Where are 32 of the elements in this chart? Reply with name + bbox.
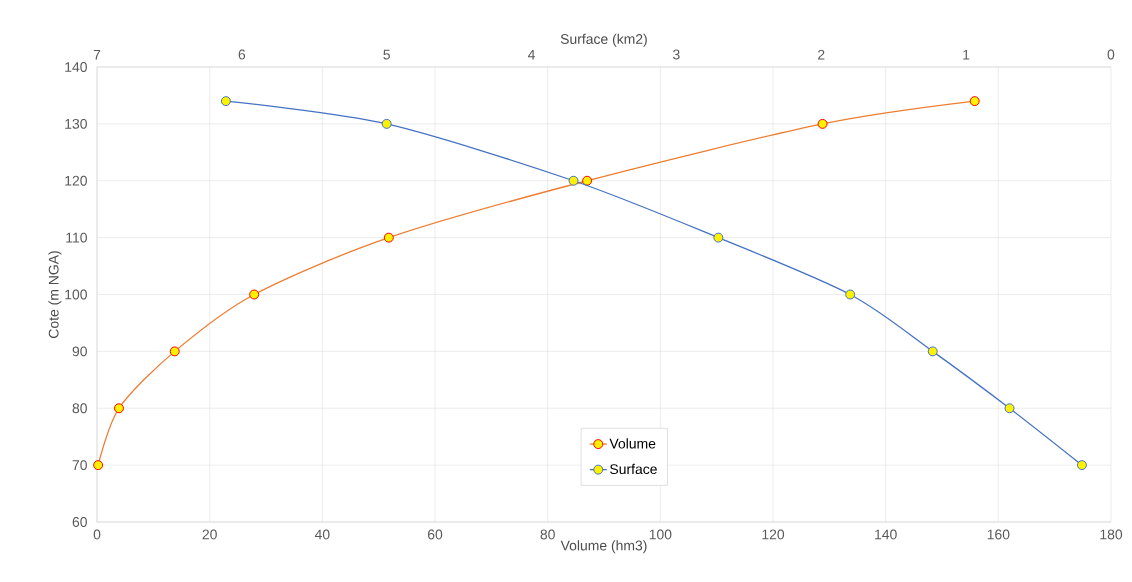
x-tick-label: 20 — [202, 529, 217, 540]
x-tick-label: 140 — [875, 529, 897, 540]
y-tick-label: 80 — [72, 403, 87, 414]
y-tick-label: 100 — [65, 289, 87, 300]
x2-axis-title: Surface (km2) — [560, 33, 647, 47]
x-tick-label: 60 — [427, 529, 443, 540]
y-tick-label: 90 — [72, 346, 87, 357]
y-tick-label: 110 — [66, 232, 87, 243]
x-tick-label: 80 — [540, 529, 555, 540]
legend-label: Volume — [609, 438, 656, 449]
x2-tick-label: 3 — [673, 49, 680, 60]
x-tick-label: 100 — [649, 529, 672, 540]
y-axis-title: Cote (m NGA) — [48, 251, 62, 338]
x-tick-label: 180 — [1100, 529, 1123, 540]
x-axis-title: Volume (hm3) — [560, 540, 647, 554]
x2-tick-label: 7 — [93, 49, 101, 60]
y-tick-label: 120 — [65, 175, 87, 186]
x-tick-label: 40 — [314, 529, 330, 540]
legend-label: Surface — [610, 463, 657, 475]
x2-tick-label: 6 — [238, 49, 246, 60]
x-tick-label: 120 — [762, 529, 785, 540]
x-tick-label: 0 — [93, 529, 101, 540]
x2-tick-label: 0 — [1107, 49, 1115, 60]
x2-tick-label: 1 — [963, 49, 970, 60]
y-tick-label: 60 — [72, 517, 87, 527]
x2-tick-label: 4 — [527, 49, 535, 60]
x2-tick-label: 5 — [383, 49, 390, 60]
x-tick-label: 160 — [987, 529, 1010, 540]
y-tick-label: 70 — [72, 460, 87, 471]
x2-tick-label: 2 — [818, 49, 825, 60]
y-tick-label: 130 — [65, 118, 87, 129]
y-tick-label: 140 — [65, 62, 87, 72]
